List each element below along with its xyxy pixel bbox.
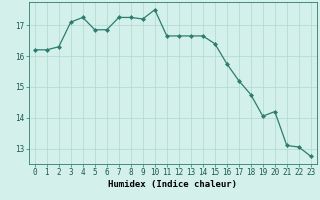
X-axis label: Humidex (Indice chaleur): Humidex (Indice chaleur) bbox=[108, 180, 237, 189]
